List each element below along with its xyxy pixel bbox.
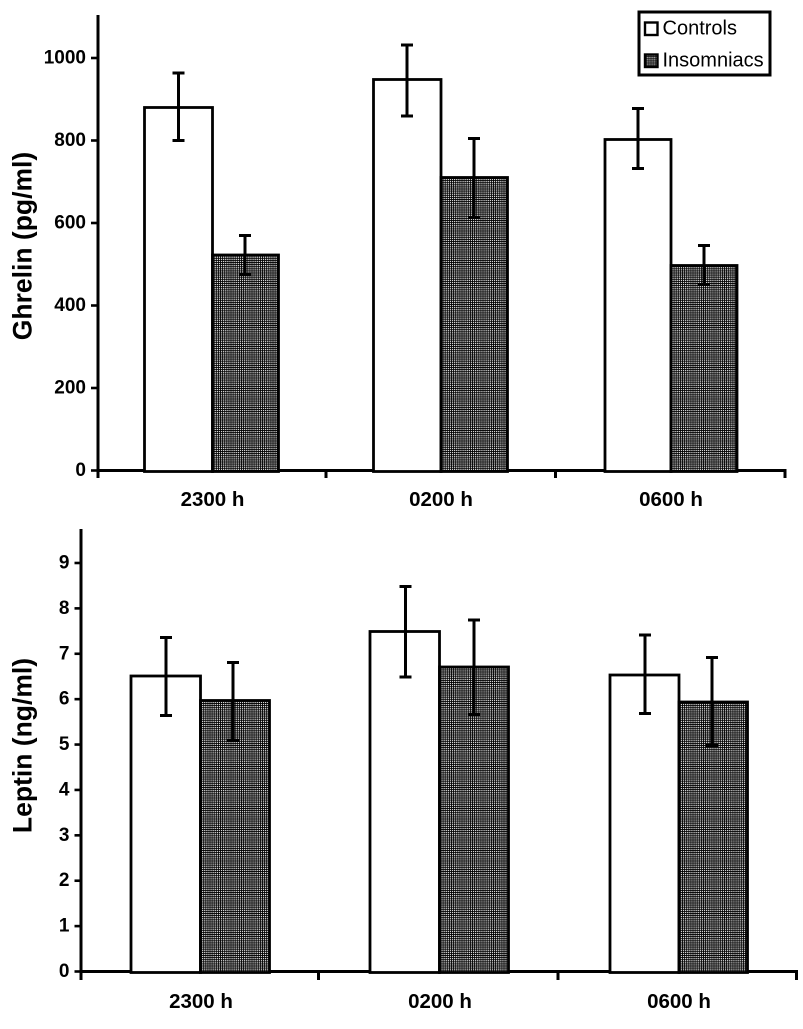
svg-text:400: 400 bbox=[54, 295, 86, 316]
svg-text:0600 h: 0600 h bbox=[647, 990, 711, 1013]
svg-text:800: 800 bbox=[54, 130, 86, 151]
svg-text:6: 6 bbox=[59, 689, 70, 710]
svg-text:1000: 1000 bbox=[44, 48, 86, 69]
svg-text:Ghrelin (pg/ml): Ghrelin (pg/ml) bbox=[8, 152, 38, 340]
svg-text:7: 7 bbox=[59, 643, 70, 664]
svg-text:3: 3 bbox=[59, 825, 70, 846]
svg-text:0: 0 bbox=[75, 460, 86, 481]
svg-text:0200 h: 0200 h bbox=[409, 488, 473, 511]
svg-text:Controls: Controls bbox=[663, 18, 737, 40]
svg-text:2300 h: 2300 h bbox=[169, 990, 233, 1013]
svg-text:1: 1 bbox=[59, 916, 70, 937]
svg-text:Insomniacs: Insomniacs bbox=[663, 50, 764, 72]
svg-text:200: 200 bbox=[54, 378, 86, 399]
svg-text:2: 2 bbox=[59, 870, 70, 891]
svg-text:5: 5 bbox=[59, 734, 70, 755]
svg-text:9: 9 bbox=[59, 552, 70, 573]
svg-text:4: 4 bbox=[59, 779, 70, 800]
svg-text:Leptin (ng/ml): Leptin (ng/ml) bbox=[8, 658, 38, 833]
svg-text:2300 h: 2300 h bbox=[181, 488, 245, 511]
svg-text:600: 600 bbox=[54, 213, 86, 234]
svg-text:0600 h: 0600 h bbox=[639, 488, 703, 511]
svg-text:8: 8 bbox=[59, 598, 70, 619]
svg-text:0200 h: 0200 h bbox=[408, 990, 472, 1013]
svg-text:0: 0 bbox=[59, 961, 70, 982]
